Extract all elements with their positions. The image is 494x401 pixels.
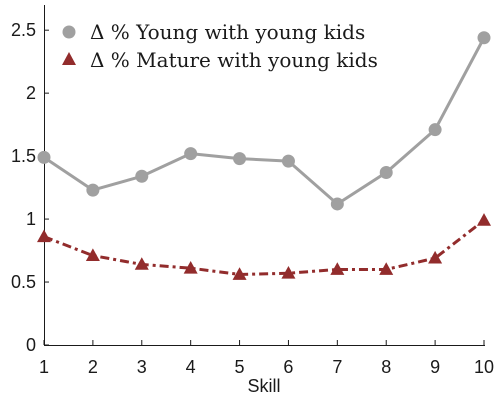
data-point-mature — [477, 213, 491, 226]
data-point-mature — [85, 248, 100, 261]
legend: Δ % Young with young kids Δ % Mature wit… — [62, 20, 378, 72]
data-point-young — [477, 31, 491, 45]
data-point-young — [379, 165, 393, 179]
y-tick-label: 1.5 — [11, 146, 36, 166]
x-tick-label: 7 — [332, 357, 342, 377]
x-tick-label: 4 — [186, 357, 196, 377]
x-tick-label: 8 — [381, 357, 391, 377]
series-line-0 — [43, 37, 486, 206]
data-point-young — [330, 197, 344, 211]
x-tick-label: 6 — [283, 357, 293, 377]
x-tick-label: 9 — [430, 357, 440, 377]
data-point-young — [428, 123, 442, 137]
x-tick-label: 3 — [137, 357, 147, 377]
data-point-young — [37, 150, 51, 164]
data-point-mature — [379, 262, 394, 275]
series-line-1 — [43, 219, 485, 276]
axes — [44, 5, 485, 346]
x-tick-label: 10 — [474, 357, 494, 377]
data-point-mature — [281, 266, 296, 279]
y-tick-label: 0 — [26, 335, 36, 355]
y-tick-label: 2 — [26, 83, 36, 103]
data-point-mature — [183, 260, 198, 274]
series-group — [37, 31, 491, 280]
data-point-young — [233, 152, 247, 166]
x-tick-label: 5 — [235, 357, 245, 377]
y-tick-label: 2.5 — [11, 20, 36, 40]
x-tick-label: 1 — [39, 357, 49, 377]
legend-marker-young — [62, 25, 76, 39]
legend-label-young: Δ % Young with young kids — [90, 20, 365, 44]
x-tick-label: 2 — [88, 357, 98, 377]
data-point-mature — [134, 257, 149, 270]
y-tick-label: 1 — [26, 209, 36, 229]
data-point-mature — [330, 262, 345, 275]
y-tick-label: 0.5 — [11, 272, 36, 292]
data-point-young — [135, 169, 149, 183]
data-point-mature — [428, 250, 443, 264]
data-point-young — [281, 154, 295, 168]
x-axis-label: Skill — [247, 376, 280, 396]
legend-marker-mature — [62, 52, 76, 65]
y-ticks: 0 0.5 1 1.5 2 2.5 — [11, 20, 49, 355]
data-point-mature — [232, 267, 247, 280]
data-point-young — [184, 147, 198, 161]
data-point-young — [86, 183, 100, 197]
x-ticks: 1 2 3 4 5 6 7 8 9 10 — [39, 340, 494, 377]
legend-label-mature: Δ % Mature with young kids — [90, 48, 378, 72]
data-point-mature — [37, 229, 51, 243]
